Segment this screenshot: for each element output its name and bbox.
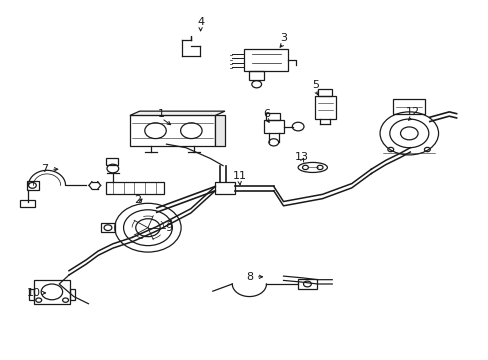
Bar [105, 182, 163, 194]
Text: 12: 12 [405, 107, 419, 117]
Bar [298, 279, 316, 289]
Text: 6: 6 [263, 109, 269, 119]
Bar [215, 182, 234, 194]
Polygon shape [215, 116, 224, 146]
Bar [105, 158, 118, 165]
Bar [315, 96, 335, 119]
Text: 9: 9 [165, 224, 172, 233]
Text: 2: 2 [133, 195, 141, 205]
Bar [317, 89, 331, 96]
Text: 11: 11 [232, 171, 246, 181]
Text: 3: 3 [280, 33, 286, 43]
Bar [392, 99, 424, 114]
Bar [101, 223, 115, 232]
Bar [244, 49, 288, 71]
Text: 7: 7 [41, 164, 48, 174]
Text: 8: 8 [245, 272, 252, 282]
Bar [20, 200, 35, 207]
Text: 1: 1 [158, 109, 165, 119]
Bar [26, 181, 39, 190]
Text: 10: 10 [27, 288, 41, 298]
Bar [34, 280, 70, 304]
Bar [264, 120, 283, 134]
Text: 5: 5 [311, 80, 318, 90]
Bar [70, 289, 75, 300]
Bar [249, 71, 264, 80]
Text: 13: 13 [294, 152, 308, 162]
Bar [266, 113, 280, 120]
Text: 4: 4 [197, 17, 204, 27]
Bar [130, 116, 215, 146]
Polygon shape [130, 111, 224, 116]
Bar [29, 289, 34, 300]
